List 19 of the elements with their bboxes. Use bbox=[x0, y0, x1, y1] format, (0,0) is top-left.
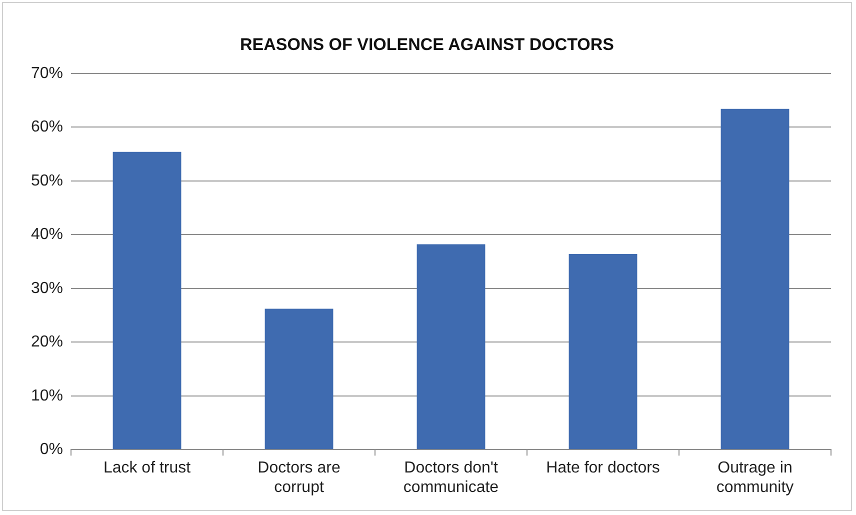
bar bbox=[720, 108, 790, 450]
x-tick-label: Doctors don't communicate bbox=[403, 460, 499, 496]
x-tick-label: Hate for doctors bbox=[546, 460, 660, 477]
y-tick-label: 30% bbox=[30, 280, 64, 297]
bar bbox=[416, 244, 486, 450]
x-tick-label: Lack of trust bbox=[103, 460, 192, 477]
x-tick-label: Doctors are corrupt bbox=[258, 460, 340, 496]
chart-title: REASONS OF VIOLENCE AGAINST DOCTORS bbox=[240, 34, 614, 54]
bar bbox=[264, 308, 334, 450]
y-tick-label: 20% bbox=[30, 334, 64, 351]
x-tick-label: Outrage in community bbox=[716, 460, 794, 496]
y-tick-label: 40% bbox=[30, 226, 64, 244]
y-tick-label: 10% bbox=[30, 387, 64, 404]
y-tick-label: 50% bbox=[30, 172, 64, 190]
y-tick-label: 0% bbox=[40, 441, 64, 458]
bar bbox=[568, 254, 638, 450]
y-tick-label: 70% bbox=[30, 64, 64, 82]
y-tick-label: 60% bbox=[30, 118, 64, 136]
bar bbox=[112, 152, 182, 450]
